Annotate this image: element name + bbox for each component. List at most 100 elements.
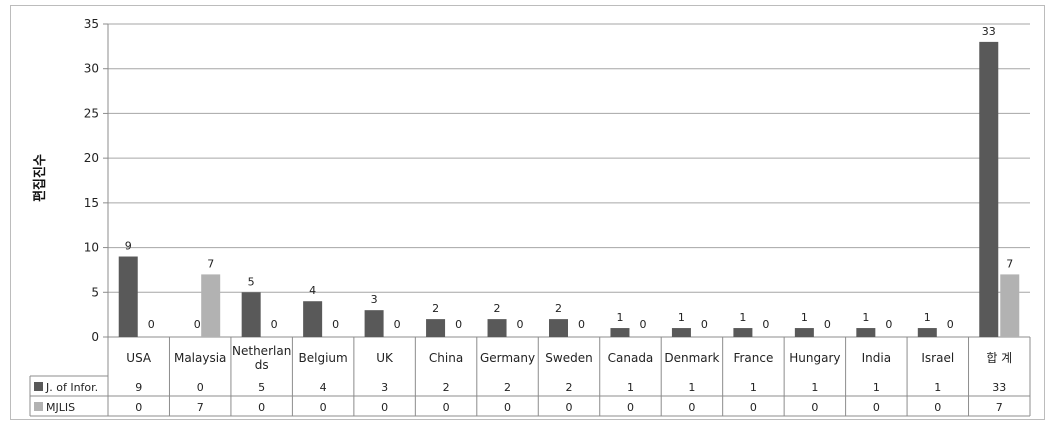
ytick-label: 30 xyxy=(84,62,99,76)
data-label: 1 xyxy=(678,311,685,324)
table-cell: 0 xyxy=(811,401,818,414)
ytick-label: 35 xyxy=(84,17,99,31)
data-label: 3 xyxy=(371,293,378,306)
table-cell: 7 xyxy=(996,401,1003,414)
table-cell: 2 xyxy=(566,381,573,394)
bar-j-of-infor-8 xyxy=(610,328,630,337)
bar-j-of-infor-4 xyxy=(364,310,384,337)
bar-j-of-infor-13 xyxy=(917,328,937,337)
category-label: Netherlan ds xyxy=(232,344,291,372)
category-label: Sweden xyxy=(545,351,592,365)
bar-j-of-infor-14 xyxy=(979,41,999,338)
table-cell: 3 xyxy=(381,381,388,394)
gridlines xyxy=(107,23,1030,416)
table-cell: 2 xyxy=(504,381,511,394)
category-label: Malaysia xyxy=(174,351,226,365)
table-cell: 33 xyxy=(992,381,1006,394)
data-label: 5 xyxy=(248,275,255,288)
table-cell: 0 xyxy=(750,401,757,414)
data-label: 0 xyxy=(332,318,339,331)
legend-label: J. of Infor. xyxy=(45,381,98,394)
y-axis-label: 편집진수 xyxy=(32,154,48,202)
data-label: 0 xyxy=(885,318,892,331)
table-cell: 0 xyxy=(443,401,450,414)
bar-j-of-infor-0 xyxy=(118,256,138,337)
legend-label: MJLIS xyxy=(46,401,75,414)
data-label: 2 xyxy=(555,302,562,315)
table-cell: 0 xyxy=(504,401,511,414)
table-cell: 0 xyxy=(135,401,142,414)
table-cell: 0 xyxy=(627,401,634,414)
legend-key-j-of-infor xyxy=(34,382,43,391)
data-label: 0 xyxy=(271,318,278,331)
table-cell: 0 xyxy=(381,401,388,414)
category-label: Germany xyxy=(480,351,535,365)
bars xyxy=(118,41,1020,338)
category-label: USA xyxy=(126,351,152,365)
category-label: India xyxy=(862,351,891,365)
table-cell: 7 xyxy=(197,401,204,414)
bar-j-of-infor-11 xyxy=(794,328,814,337)
category-label: 합 계 xyxy=(986,351,1012,365)
data-label: 0 xyxy=(762,318,769,331)
ytick-label: 20 xyxy=(84,151,99,165)
table-cell: 0 xyxy=(688,401,695,414)
bar-j-of-infor-3 xyxy=(303,301,323,337)
legend-key-mjlis xyxy=(34,402,43,411)
table-cell: 1 xyxy=(750,381,757,394)
data-label: 0 xyxy=(578,318,585,331)
data-label: 0 xyxy=(455,318,462,331)
table-cell: 2 xyxy=(443,381,450,394)
data-label: 1 xyxy=(616,311,623,324)
table-cell: 1 xyxy=(627,381,634,394)
table-cell: 5 xyxy=(258,381,265,394)
table-cell: 0 xyxy=(934,401,941,414)
data-label: 2 xyxy=(494,302,501,315)
category-label: China xyxy=(429,351,463,365)
data-label: 1 xyxy=(801,311,808,324)
table-cell: 0 xyxy=(320,401,327,414)
bar-j-of-infor-7 xyxy=(549,319,568,337)
data-label: 0 xyxy=(639,318,646,331)
ytick-label: 10 xyxy=(84,241,99,255)
data-label: 2 xyxy=(432,302,439,315)
data-label: 1 xyxy=(862,311,869,324)
table-cell: 1 xyxy=(873,381,880,394)
data-label: 7 xyxy=(207,257,214,270)
chart-frame xyxy=(10,5,1045,420)
data-label: 1 xyxy=(739,311,746,324)
bar-j-of-infor-9 xyxy=(671,328,691,337)
table-cell: 4 xyxy=(320,381,327,394)
category-label: Denmark xyxy=(664,351,719,365)
bar-j-of-infor-6 xyxy=(487,319,507,337)
data-label: 0 xyxy=(824,318,831,331)
ytick-label: 0 xyxy=(91,330,99,344)
data-table: USA Malaysia Netherlan ds Belgium UK China Germ… xyxy=(29,337,1031,417)
table-cell: 1 xyxy=(811,381,818,394)
y-axis-ticks: 0 5 10 15 20 25 30 35 xyxy=(84,17,108,344)
data-label: 0 xyxy=(394,318,401,331)
table-cell: 0 xyxy=(566,401,573,414)
category-label: UK xyxy=(376,351,394,365)
data-label: 0 xyxy=(148,318,155,331)
bar-j-of-infor-12 xyxy=(856,328,876,337)
ytick-label: 5 xyxy=(91,285,99,299)
category-label: Belgium xyxy=(299,351,348,365)
category-label: France xyxy=(733,351,773,365)
table-cell: 0 xyxy=(873,401,880,414)
table-cell: 1 xyxy=(934,381,941,394)
table-cell: 1 xyxy=(688,381,695,394)
table-cell: 9 xyxy=(135,381,142,394)
table-cell: 0 xyxy=(197,381,204,394)
data-label: 0 xyxy=(517,318,524,331)
data-label: 1 xyxy=(924,311,931,324)
data-label: 4 xyxy=(309,284,316,297)
ytick-label: 25 xyxy=(84,106,99,120)
bar-j-of-infor-10 xyxy=(733,328,753,337)
table-cell: 0 xyxy=(258,401,265,414)
bar-mjlis-1 xyxy=(201,274,221,337)
data-label: 7 xyxy=(1006,257,1013,270)
ytick-label: 15 xyxy=(84,196,99,210)
data-label: 9 xyxy=(125,240,132,253)
